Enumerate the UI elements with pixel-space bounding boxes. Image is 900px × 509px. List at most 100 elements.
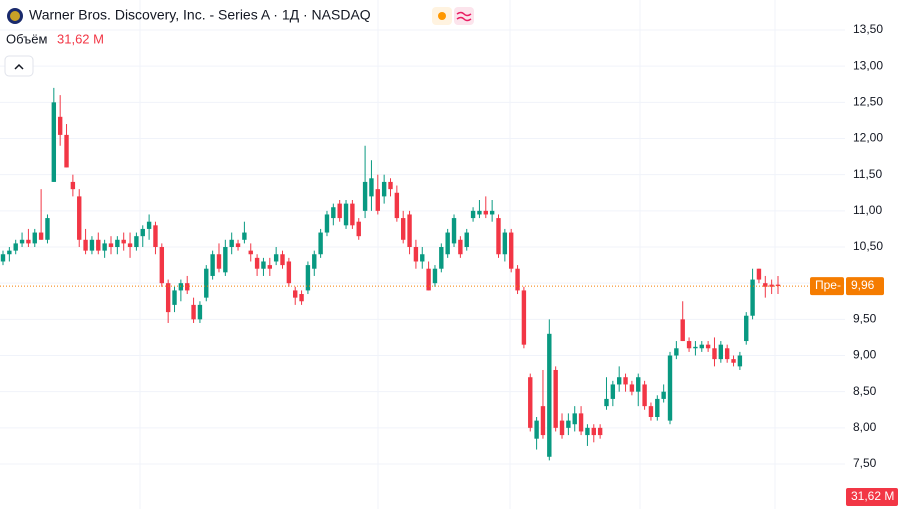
candle-body — [737, 355, 743, 367]
candle-body — [83, 239, 88, 251]
candle-body — [305, 265, 311, 291]
candle-body — [718, 344, 724, 360]
candle-body — [407, 214, 412, 248]
candle-body — [756, 268, 762, 280]
candle-body — [26, 239, 31, 244]
candle-body — [451, 218, 457, 244]
candle-body — [210, 254, 215, 276]
candle-body — [153, 225, 158, 248]
candle-body — [604, 398, 609, 407]
candle-body — [489, 210, 495, 215]
candle-body — [331, 207, 336, 219]
candle-body — [7, 250, 12, 255]
candle-body — [559, 420, 565, 436]
candle-body — [242, 232, 247, 240]
candle-body — [648, 406, 654, 417]
candle-body — [775, 284, 781, 287]
candle-body — [77, 196, 82, 240]
candle-body — [693, 346, 698, 349]
candle-body — [502, 232, 508, 255]
y-tick-label: 8,00 — [853, 420, 877, 434]
candle-body — [610, 384, 616, 399]
candle-body — [127, 243, 133, 248]
candle-body — [636, 377, 641, 392]
candle-body — [204, 268, 209, 298]
y-tick-label: 11,50 — [853, 167, 882, 181]
candle-body — [432, 268, 438, 284]
candle-body — [680, 319, 685, 342]
candle-body — [534, 420, 539, 439]
candle-body — [667, 355, 673, 421]
candle-body — [318, 232, 323, 255]
candle-body — [286, 261, 292, 284]
wave — [456, 11, 472, 22]
candle-body — [223, 247, 228, 273]
y-tick-label: 9,00 — [853, 348, 877, 362]
candle-body — [19, 239, 25, 244]
y-tick-label: 7,50 — [853, 456, 877, 470]
delay-icon — [454, 7, 474, 25]
y-tick-label: 12,50 — [853, 95, 883, 109]
candle-body — [642, 384, 647, 407]
y-tick-label: 13,00 — [853, 58, 883, 72]
candle-body — [89, 239, 95, 251]
candle-body — [744, 315, 749, 342]
candle-body — [470, 210, 476, 219]
candle-body — [57, 116, 63, 135]
overlay: 7,508,008,509,009,5010,0010,5011,0011,50… — [0, 22, 898, 506]
price-tag-box — [810, 277, 844, 296]
candle-body — [121, 239, 126, 244]
candle-body — [197, 304, 203, 320]
candle-body — [248, 250, 253, 255]
candle-body — [616, 377, 622, 385]
candle-body — [185, 283, 190, 291]
candle-body — [445, 232, 450, 255]
y-tick-label: 8,50 — [853, 384, 877, 398]
y-tick-label: 11,00 — [853, 203, 882, 217]
candle-body — [566, 420, 571, 428]
candle-body — [477, 210, 482, 215]
candle-body — [483, 210, 488, 215]
candle-body — [191, 304, 196, 320]
grid — [0, 29, 845, 465]
candle-body — [134, 236, 139, 248]
candle-body — [96, 239, 101, 251]
candle-body — [229, 239, 234, 248]
chevron — [14, 63, 24, 70]
candle-body — [115, 239, 120, 248]
candle-body — [324, 214, 330, 233]
candle-body — [38, 232, 44, 240]
candle-body — [528, 377, 533, 428]
candle-body — [661, 391, 666, 399]
candle-body — [267, 265, 273, 269]
candle-body — [45, 218, 50, 240]
price-tag: Пре- — [815, 278, 841, 292]
volume-axis-label: 31,62 M — [851, 489, 894, 503]
candle-body — [394, 192, 400, 219]
candle-body — [159, 247, 165, 284]
price-label: 9,96 — [851, 278, 875, 292]
candle-body — [337, 203, 342, 219]
candle-body — [655, 398, 660, 417]
candle-body — [597, 427, 603, 436]
candle-body — [216, 254, 222, 269]
candle-body — [464, 232, 469, 248]
candle-body — [102, 243, 107, 251]
candle-body — [299, 294, 304, 302]
candle-body — [674, 348, 679, 356]
candle-body — [64, 134, 69, 168]
candle-body — [293, 290, 298, 298]
candle-body — [508, 232, 514, 269]
candle-body — [343, 203, 349, 226]
candle-body — [13, 243, 18, 251]
candle-body — [254, 257, 260, 269]
y-tick-label: 13,50 — [853, 22, 883, 36]
sun — [438, 12, 446, 20]
candle-body — [413, 247, 419, 262]
candle-body — [629, 384, 635, 392]
candle-body — [426, 268, 431, 291]
logo-inner — [10, 11, 20, 21]
candle-body — [172, 290, 177, 305]
candle-body — [724, 348, 730, 360]
candle-body — [312, 254, 317, 269]
